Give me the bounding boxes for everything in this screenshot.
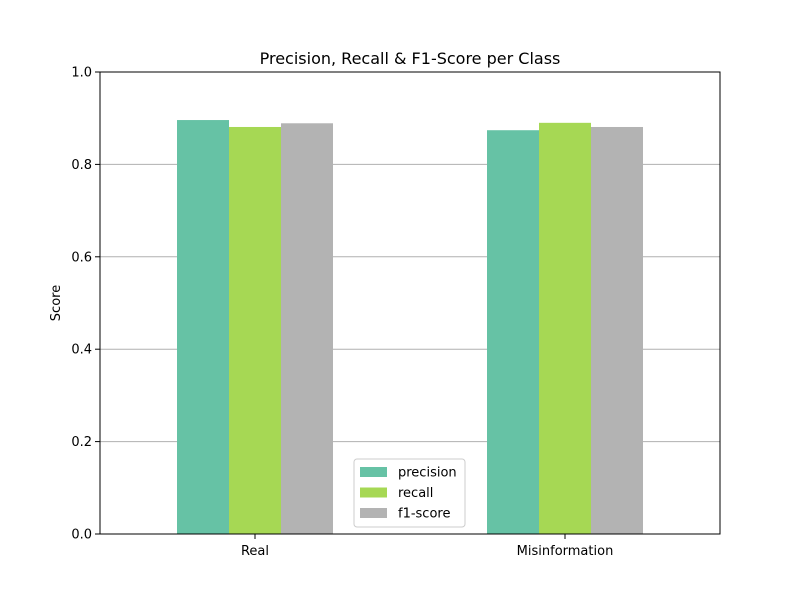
bar-precision-real	[177, 120, 229, 534]
legend-swatch	[360, 467, 387, 477]
y-tick-label: 0.2	[71, 435, 92, 450]
y-tick-label: 0.8	[71, 158, 92, 173]
bar-recall-real	[229, 126, 281, 534]
y-tick-label: 1.0	[71, 66, 92, 81]
y-tick-label: 0.0	[71, 528, 92, 543]
bar-f1-score-misinformation	[591, 126, 643, 534]
chart-title: Precision, Recall & F1-Score per Class	[260, 49, 561, 68]
x-axis: Real Misinformation	[241, 534, 613, 559]
legend-swatch	[360, 487, 387, 498]
legend: precision recall f1-score	[353, 458, 466, 528]
bar-recall-misinformation	[539, 122, 591, 534]
legend-label: recall	[398, 486, 433, 501]
bar-precision-misinformation	[487, 130, 539, 534]
legend-label: f1-score	[398, 507, 450, 522]
legend-swatch	[360, 508, 387, 518]
bars	[177, 120, 643, 535]
x-tick-label: Misinformation	[517, 544, 614, 559]
x-tick-label: Real	[241, 544, 269, 559]
plot-frame	[99, 71, 721, 535]
y-tick-label: 0.6	[71, 250, 92, 265]
bar-f1-score-real	[281, 123, 333, 535]
y-axis: 0.0 0.2 0.4 0.6 0.8 1.0	[71, 66, 100, 543]
legend-label: precision	[398, 466, 457, 481]
y-axis-label: Score	[49, 285, 64, 321]
y-tick-label: 0.4	[71, 343, 92, 358]
